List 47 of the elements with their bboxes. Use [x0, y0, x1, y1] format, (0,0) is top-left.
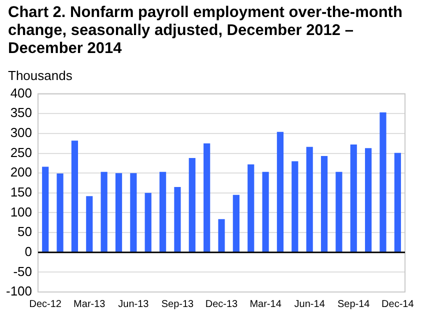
y-tick-label: -100: [6, 284, 32, 299]
x-tick-label: Dec-13: [205, 298, 238, 310]
y-tick-label: 400: [10, 85, 32, 100]
x-tick-label: Mar-14: [250, 298, 282, 310]
bar: [350, 144, 357, 252]
x-tick-label: Sep-14: [338, 298, 370, 310]
y-tick-label: 0: [24, 244, 32, 259]
bar: [248, 164, 254, 252]
y-tick-label: 50: [18, 224, 32, 240]
x-tick-label: Dec-12: [29, 298, 62, 310]
bar: [365, 148, 372, 252]
bar: [292, 161, 298, 252]
x-tick-label: Sep-13: [161, 298, 194, 310]
bar: [130, 173, 137, 252]
y-tick-label: -50: [13, 264, 32, 279]
bar: [174, 186, 181, 252]
bar: [159, 172, 166, 252]
bar: [276, 132, 284, 252]
chart-title: Chart 2. Nonfarm payroll employment over-the-month change, seasonally adjusted, December 2012 – December 2014: [8, 4, 404, 58]
bar: [115, 173, 122, 252]
x-tick-label: Mar-13: [74, 298, 106, 310]
bar: [232, 194, 240, 252]
bar: [86, 196, 93, 252]
bar: [394, 152, 401, 252]
bar: [144, 192, 152, 252]
bar: [71, 140, 78, 252]
x-tick-label: Dec-14: [382, 298, 414, 310]
bar: [262, 172, 269, 252]
bar: [204, 143, 210, 252]
y-tick-label: 200: [10, 164, 32, 180]
bar: [380, 112, 386, 252]
bar: [218, 219, 225, 252]
bar: [306, 146, 313, 252]
y-tick-label: 250: [10, 144, 32, 160]
bar: [42, 166, 49, 252]
y-axis-title: Thousands: [8, 68, 72, 83]
y-tick-label: 150: [10, 184, 32, 200]
bar: [188, 158, 196, 252]
x-tick-label: Jun-13: [118, 298, 150, 310]
bar: [320, 156, 328, 252]
bar: [336, 172, 342, 252]
y-tick-label: 100: [10, 204, 32, 220]
y-tick-label: 350: [10, 105, 32, 120]
x-tick-label: Jun-14: [294, 298, 326, 310]
y-tick-label: 300: [10, 125, 32, 140]
bar: [56, 173, 64, 252]
bar: [100, 172, 108, 252]
